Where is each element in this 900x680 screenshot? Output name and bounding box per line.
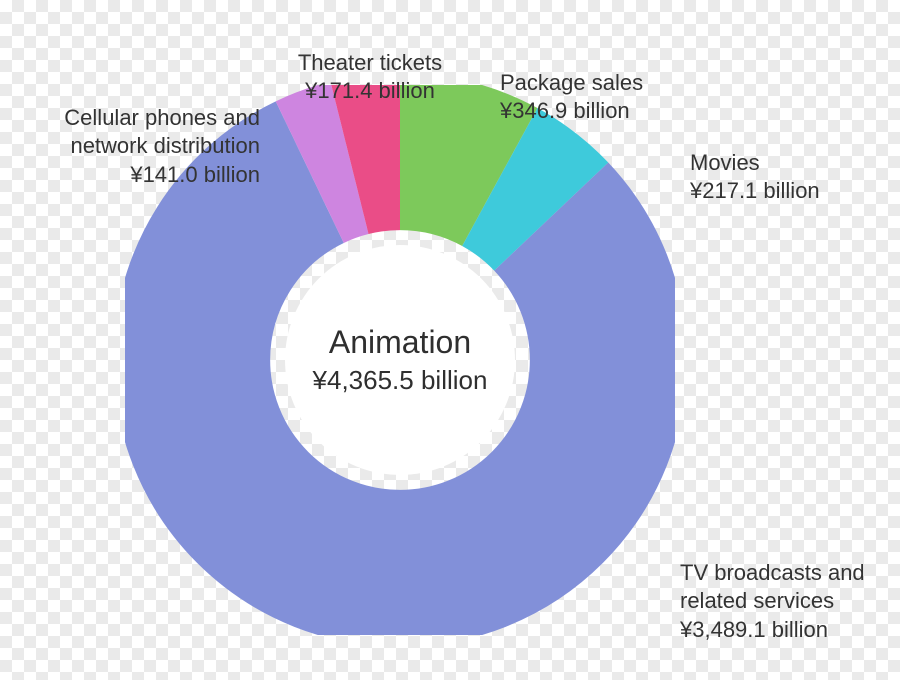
- chart-stage: Animation ¥4,365.5 billion Package sales…: [0, 0, 900, 680]
- label-tv-broadcasts: TV broadcasts and related services ¥3,48…: [680, 530, 865, 673]
- label-text: Cellular phones and network distribution: [64, 105, 260, 159]
- donut-center: Animation ¥4,365.5 billion: [285, 245, 515, 475]
- center-title: Animation: [329, 324, 471, 361]
- label-value: ¥141.0 billion: [20, 161, 260, 190]
- label-package-sales: Package sales ¥346.9 billion: [500, 40, 643, 154]
- label-text: Package sales: [500, 70, 643, 95]
- label-theater: Theater tickets ¥171.4 billion: [270, 20, 470, 134]
- label-value: ¥217.1 billion: [690, 177, 820, 206]
- label-text: Movies: [690, 150, 760, 175]
- label-value: ¥346.9 billion: [500, 97, 643, 126]
- center-value: ¥4,365.5 billion: [313, 365, 488, 396]
- label-text: Theater tickets: [298, 50, 442, 75]
- label-value: ¥3,489.1 billion: [680, 616, 865, 645]
- label-movies: Movies ¥217.1 billion: [690, 120, 820, 234]
- label-value: ¥171.4 billion: [270, 77, 470, 106]
- label-text: TV broadcasts and related services: [680, 560, 865, 614]
- label-cellular: Cellular phones and network distribution…: [20, 75, 260, 218]
